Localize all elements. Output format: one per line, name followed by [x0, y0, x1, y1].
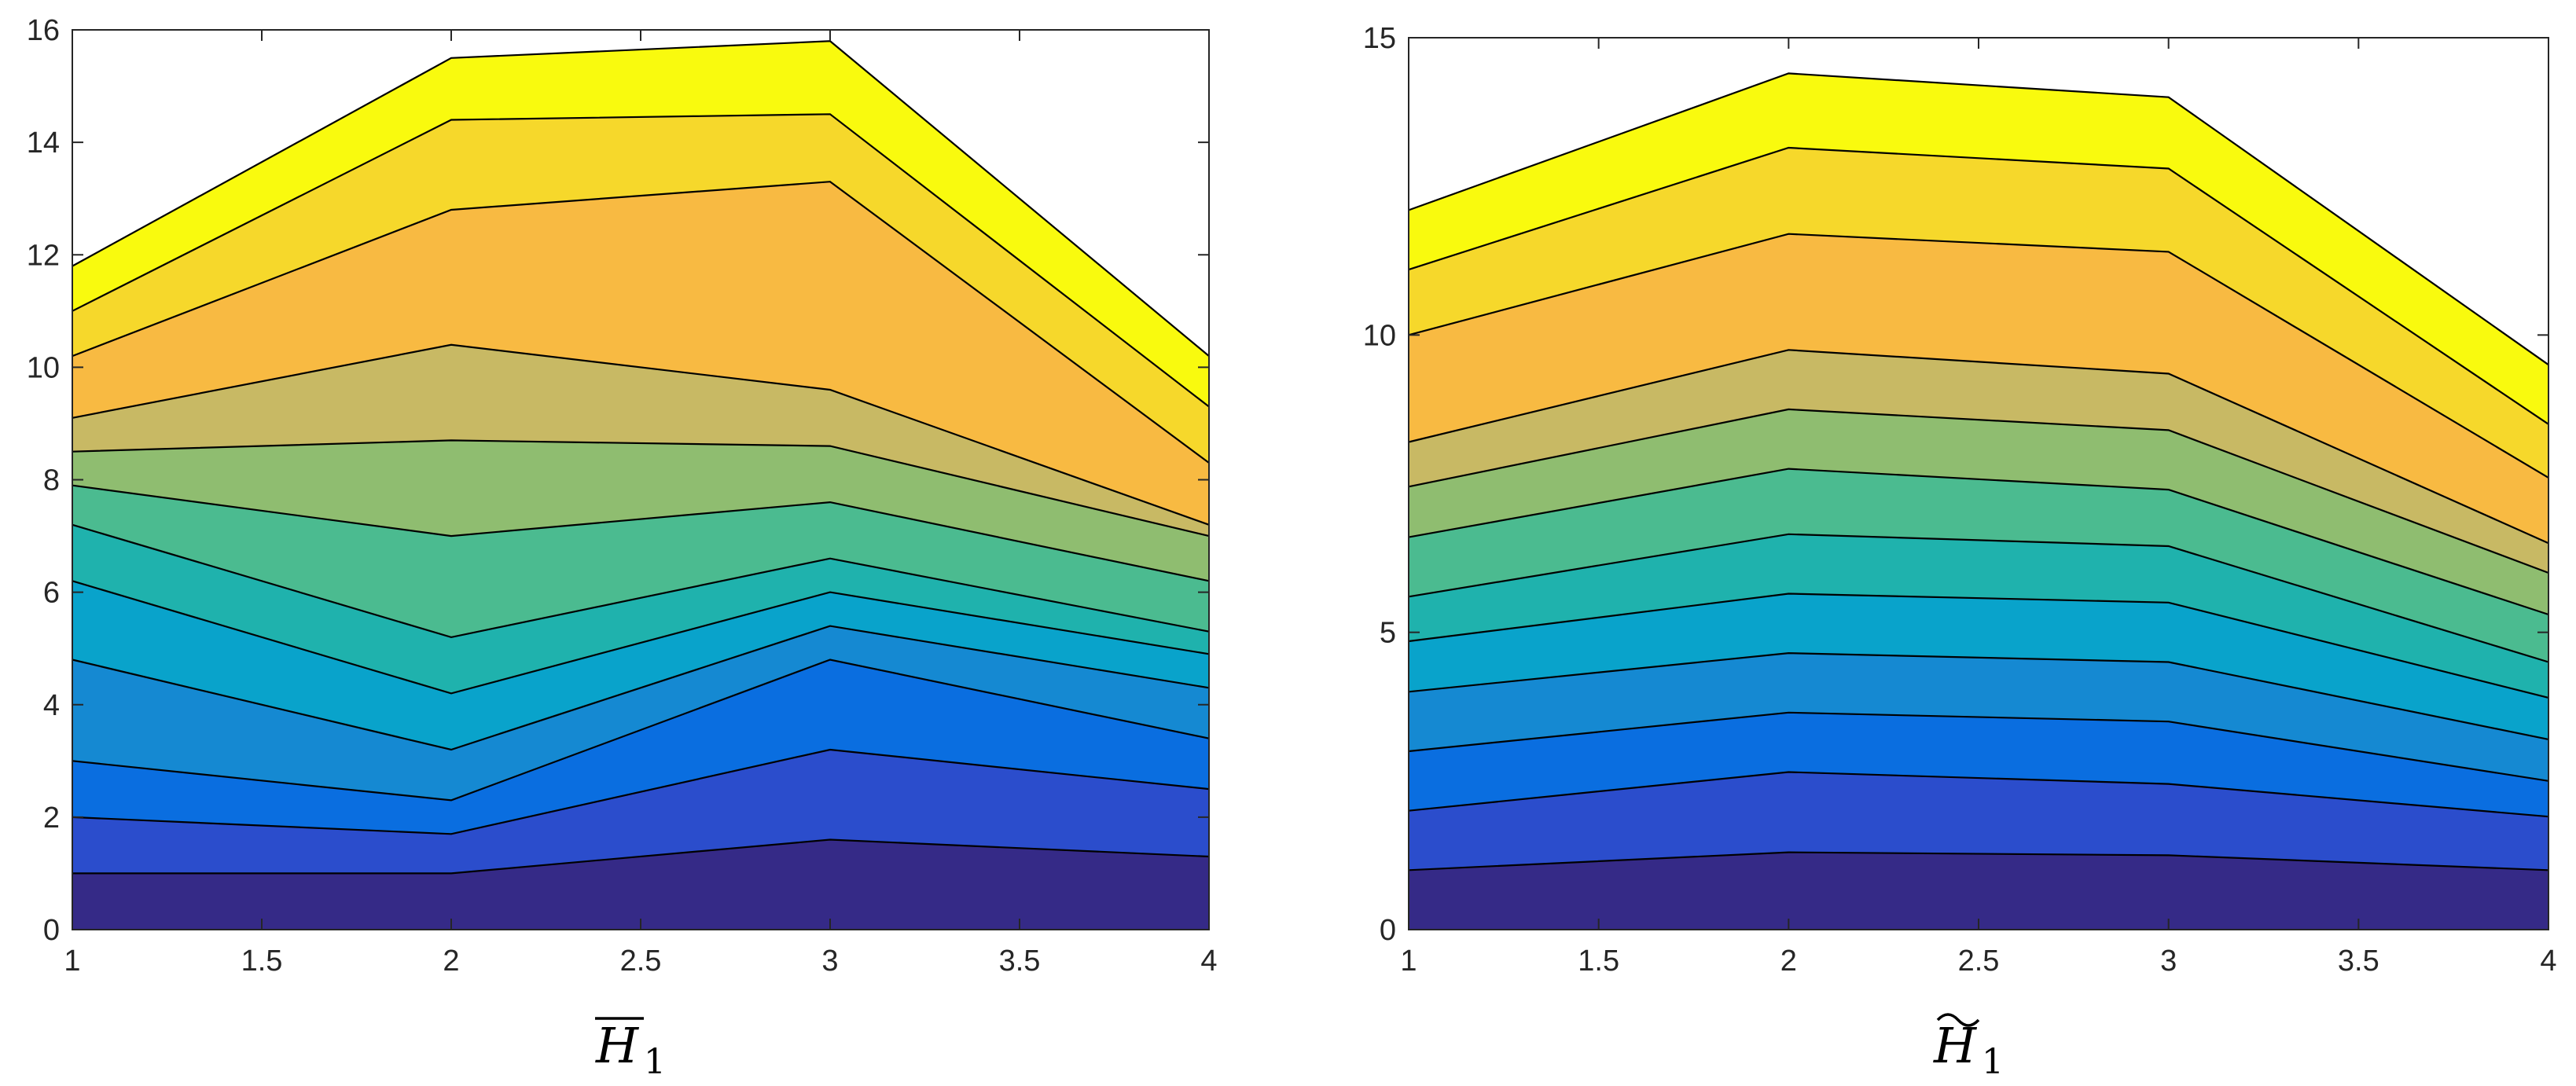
y-tick-label: 0	[1380, 914, 1396, 947]
y-tick-label: 12	[27, 239, 60, 272]
boundary-line-4	[72, 625, 1210, 751]
y-tick-label: 5	[1380, 617, 1396, 650]
x-tick-label: 2	[1780, 945, 1797, 978]
x-tick-label: 1	[64, 945, 80, 978]
boundary-line-10	[1408, 233, 2549, 479]
x-tick-label: 1.5	[1578, 945, 1619, 978]
boundary-line-10	[72, 181, 1210, 464]
x-tick-label: 1	[1400, 945, 1417, 978]
boundary-line-6	[72, 523, 1210, 639]
area-band-1	[1409, 852, 2548, 930]
tilde-accent	[1936, 1013, 1980, 1027]
area-band-3	[72, 659, 1209, 835]
x-tick-label: 2.5	[1958, 945, 2000, 978]
y-tick-label: 2	[43, 802, 60, 835]
right-area-chart: 1 1.5 2 2.5 3 3.5 4 0 5 10 15 H 1	[1363, 22, 2557, 1082]
area-band-1	[72, 839, 1209, 930]
area-bands	[1409, 73, 2548, 930]
y-tick-label: 8	[43, 464, 60, 497]
area-bands	[72, 41, 1209, 930]
area-band-4	[72, 626, 1209, 801]
x-axis-label-symbol: H	[595, 1017, 640, 1074]
x-tick-label: 3.5	[2338, 945, 2379, 978]
x-tick-label: 2	[443, 945, 459, 978]
y-tick-label: 0	[43, 914, 60, 947]
area-band-10	[72, 182, 1209, 525]
boundary-line-3	[1408, 711, 2549, 782]
area-band-11	[72, 114, 1209, 464]
boundary-line-9	[1408, 349, 2549, 545]
boundary-lines	[1408, 72, 2549, 871]
y-tick-label: 16	[27, 14, 60, 47]
area-band-7	[1409, 468, 2548, 662]
boundary-line-2	[72, 748, 1210, 835]
boundary-line-4	[1408, 651, 2549, 740]
boundary-line-12	[1408, 72, 2549, 366]
area-band-3	[1409, 712, 2548, 817]
area-band-2	[72, 750, 1209, 874]
area-band-5	[1409, 593, 2548, 739]
boundary-line-11	[72, 113, 1210, 408]
area-band-2	[1409, 772, 2548, 871]
area-band-9	[1409, 350, 2548, 573]
x-axis: 1 1.5 2 2.5 3 3.5 4	[1400, 38, 2557, 978]
x-tick-label: 4	[1200, 945, 1217, 978]
boundary-line-1	[72, 838, 1210, 875]
y-tick-label: 6	[43, 577, 60, 610]
x-tick-label: 4	[2540, 945, 2556, 978]
boundary-line-8	[72, 439, 1210, 537]
x-tick-label: 2.5	[620, 945, 662, 978]
x-tick-label: 3	[2160, 945, 2177, 978]
y-tick-label: 4	[43, 689, 60, 722]
x-axis: 1 1.5 2 2.5 3 3.5 4	[64, 30, 1218, 978]
boundary-line-12	[72, 40, 1210, 357]
boundary-line-7	[72, 484, 1210, 582]
area-band-5	[72, 581, 1209, 750]
x-axis-label-subscript: 1	[644, 1042, 666, 1082]
boundary-line-9	[72, 343, 1210, 526]
y-tick-label: 15	[1363, 22, 1396, 55]
boundary-lines	[72, 40, 1210, 875]
boundary-line-7	[1408, 468, 2549, 616]
x-tick-label: 3.5	[999, 945, 1041, 978]
boundary-line-2	[1408, 771, 2549, 818]
boundary-line-3	[72, 659, 1210, 802]
area-band-12	[72, 41, 1209, 407]
x-tick-label: 1.5	[241, 945, 283, 978]
area-band-11	[1409, 148, 2548, 478]
y-tick-label: 14	[27, 127, 60, 160]
boundary-line-6	[1408, 533, 2549, 663]
area-band-6	[72, 524, 1209, 694]
x-tick-label: 3	[821, 945, 838, 978]
area-band-6	[1409, 534, 2548, 698]
area-band-12	[1409, 73, 2548, 424]
area-band-9	[72, 344, 1209, 537]
boundary-line-5	[72, 580, 1210, 695]
y-axis: 0 2 4 6 8 10 12 14 16	[27, 14, 1209, 947]
boundary-line-1	[1408, 851, 2549, 871]
y-tick-label: 10	[27, 351, 60, 384]
x-axis-label-subscript: 1	[1982, 1042, 2004, 1082]
y-axis: 0 5 10 15	[1363, 22, 2548, 947]
y-tick-label: 10	[1363, 319, 1396, 352]
boundary-line-8	[1408, 408, 2549, 574]
area-band-10	[1409, 233, 2548, 544]
boundary-line-5	[1408, 593, 2549, 699]
area-band-8	[1409, 409, 2548, 615]
area-band-8	[72, 440, 1209, 582]
boundary-line-11	[1408, 146, 2549, 425]
